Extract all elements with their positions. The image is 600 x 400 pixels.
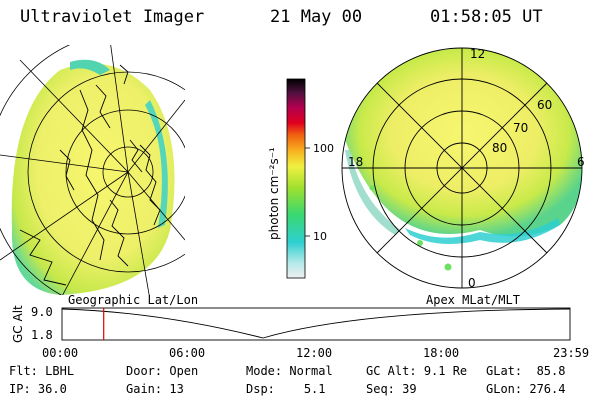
mlt-label-noon: 12 [470,47,485,61]
mlt-label-dawn: 6 [577,155,585,169]
time-label: 01:58:05 UT [430,7,543,27]
mlat-label: 60 [537,98,552,112]
date-label: 21 May 00 [270,7,363,27]
colorbar-unit-label: photon cm⁻²s⁻¹ [267,147,281,240]
geo-grid-ring [65,109,185,235]
altitude-curve [61,308,571,339]
colorbar-scale [286,78,306,279]
timeline-frame [61,307,571,341]
info-seq: Seq: 39 [366,382,417,396]
info-gcalt: GC Alt: 9.1 Re [366,364,468,378]
coastlines [19,64,161,286]
mlt-label-dusk: 18 [348,155,363,169]
info-glat: GLat: 85.8 [486,364,566,378]
ytick-label: 9.0 [31,305,53,319]
info-glon: GLon: 276.4 [486,382,566,396]
info-door: Door: Open [126,364,199,378]
info-gain: Gain: 13 [126,382,184,396]
xtick-label: 00:00 [42,346,79,360]
geo-grid-ring [102,146,154,198]
info-ip: IP: 36.0 [9,382,67,396]
mlat-label: 70 [513,121,528,135]
xtick-label: 18:00 [423,346,460,360]
xtick-label: 06:00 [169,346,206,360]
mlat-label: 80 [492,141,507,155]
geographic-label: Geographic Lat/Lon [68,293,199,307]
info-dsp: Dsp: 5.1 [246,382,326,396]
instrument-title: Ultraviolet Imager [20,7,205,27]
xtick-label: 23:59 [553,346,590,360]
colorbar-tick: 10 [313,230,327,243]
xtick-label: 12:00 [296,346,333,360]
colorbar-tick: 100 [313,142,334,155]
mlt-label-midnight: 0 [468,276,476,290]
timeline-ylabel: GC Alt [11,305,25,343]
info-flt: Flt: LBHL [9,364,75,378]
ytick-label: 1.8 [31,328,53,342]
info-mode: Mode: Normal [246,364,333,378]
apex-label: Apex MLat/MLT [426,293,520,307]
